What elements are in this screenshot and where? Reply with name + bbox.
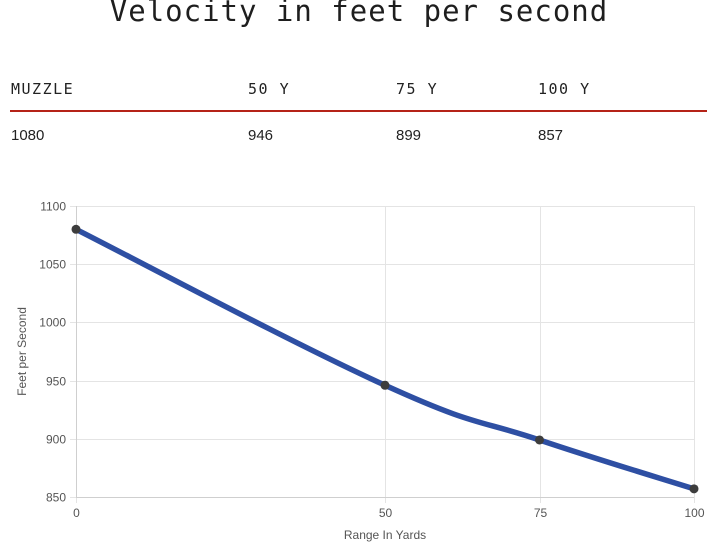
- data-point: [71, 224, 81, 234]
- y-tick-label: 1050: [39, 258, 66, 272]
- data-point: [689, 484, 699, 494]
- series-line: [73, 226, 697, 492]
- chart-tick-labels: 850 900 950 1000 1050 1100 0 50 75 100: [39, 200, 705, 521]
- x-axis-label: Range In Yards: [344, 528, 426, 542]
- header-50-y: 50 Y: [248, 80, 291, 98]
- value-100-y: 857: [538, 127, 564, 144]
- value-75-y: 899: [396, 127, 422, 144]
- x-tick-label: 75: [534, 506, 548, 520]
- y-tick-label: 850: [46, 491, 66, 505]
- table-divider: [10, 110, 707, 112]
- value-50-y: 946: [248, 127, 274, 144]
- value-muzzle: 1080: [11, 127, 45, 144]
- chart-grid: [70, 206, 695, 503]
- y-tick-label: 950: [46, 375, 66, 389]
- x-tick-label: 0: [73, 506, 80, 520]
- y-axis-label: Feet per Second: [15, 307, 29, 396]
- y-tick-label: 1000: [39, 316, 66, 330]
- header-100-y: 100 Y: [538, 80, 591, 98]
- y-tick-label: 900: [46, 433, 66, 447]
- x-tick-label: 100: [684, 506, 704, 520]
- data-point: [535, 435, 544, 445]
- page-title: Velocity in feet per second: [109, 0, 609, 28]
- header-75-y: 75 Y: [396, 80, 439, 98]
- y-tick-label: 1100: [40, 200, 66, 214]
- header-muzzle: MUZZLE: [11, 80, 75, 98]
- chart-points: [71, 224, 699, 494]
- x-tick-label: 50: [379, 506, 393, 520]
- data-point: [380, 380, 390, 390]
